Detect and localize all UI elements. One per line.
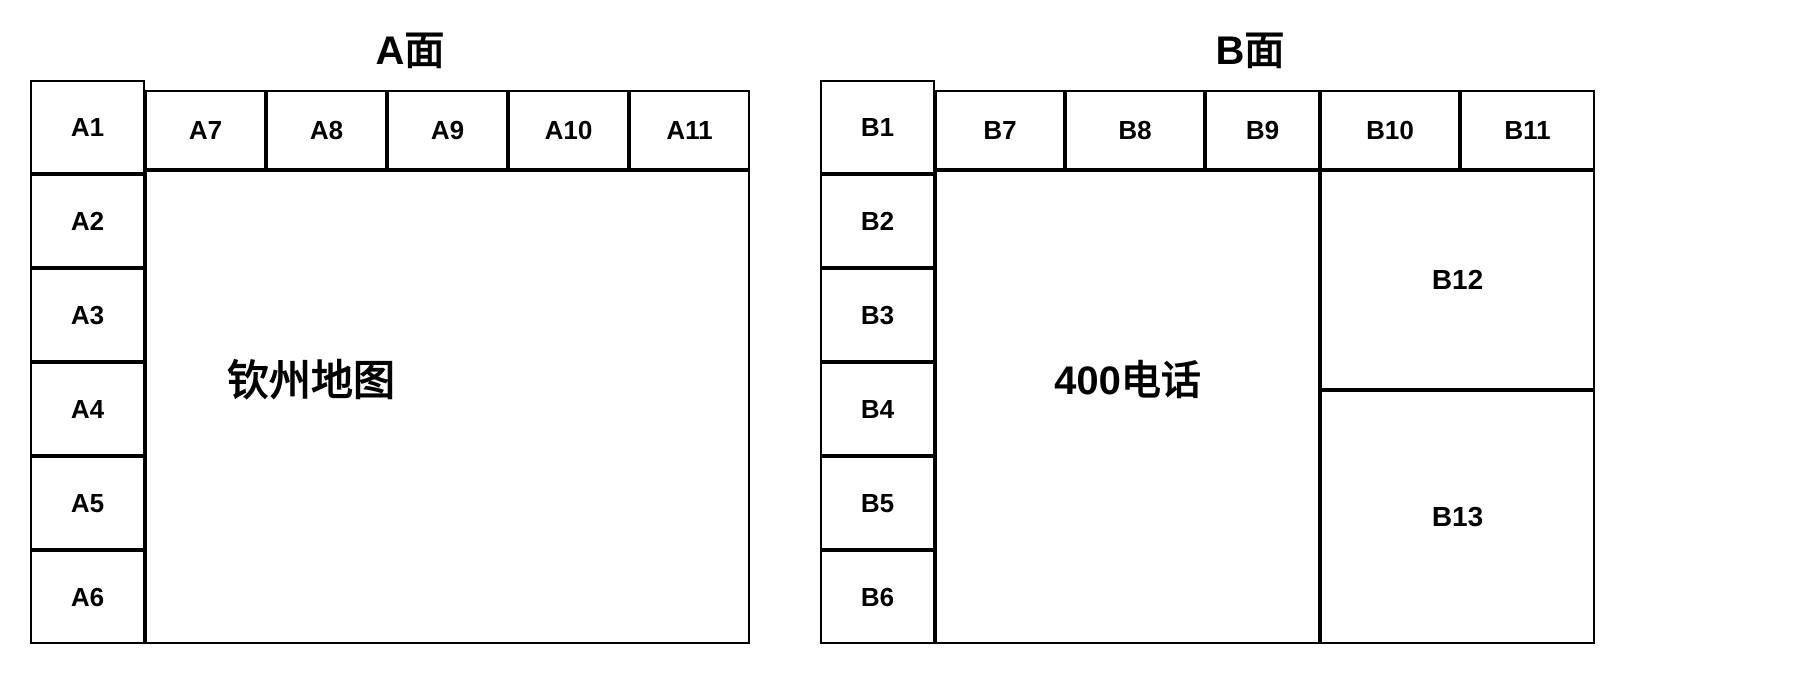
cell-a10: A10 xyxy=(508,90,629,170)
cell-b1: B1 xyxy=(820,80,935,174)
cell-a6: A6 xyxy=(30,550,145,644)
panel-a-title: A面 xyxy=(350,18,470,76)
cell-a3: A3 xyxy=(30,268,145,362)
cell-b5: B5 xyxy=(820,456,935,550)
cell-b7: B7 xyxy=(935,90,1065,170)
cell-b11: B11 xyxy=(1460,90,1595,170)
cell-b6: B6 xyxy=(820,550,935,644)
cell-b9: B9 xyxy=(1205,90,1320,170)
panel-a-main-label: 钦州地图 xyxy=(227,347,395,408)
cell-a4: A4 xyxy=(30,362,145,456)
cell-a5: A5 xyxy=(30,456,145,550)
cell-a11: A11 xyxy=(629,90,750,170)
cell-b4: B4 xyxy=(820,362,935,456)
cell-b12: B12 xyxy=(1320,170,1595,390)
cell-b2: B2 xyxy=(820,174,935,268)
panel-b-title: B面 xyxy=(1190,18,1310,76)
cell-a8: A8 xyxy=(266,90,387,170)
cell-a2: A2 xyxy=(30,174,145,268)
panel-a-main-area: 钦州地图 xyxy=(145,170,750,644)
cell-a1: A1 xyxy=(30,80,145,174)
cell-b8: B8 xyxy=(1065,90,1205,170)
panel-b-main-label: 400电话 xyxy=(1054,348,1201,406)
cell-b13: B13 xyxy=(1320,390,1595,644)
cell-a9: A9 xyxy=(387,90,508,170)
cell-b3: B3 xyxy=(820,268,935,362)
panel-b-main-area: 400电话 xyxy=(935,170,1320,644)
cell-a7: A7 xyxy=(145,90,266,170)
cell-b10: B10 xyxy=(1320,90,1460,170)
